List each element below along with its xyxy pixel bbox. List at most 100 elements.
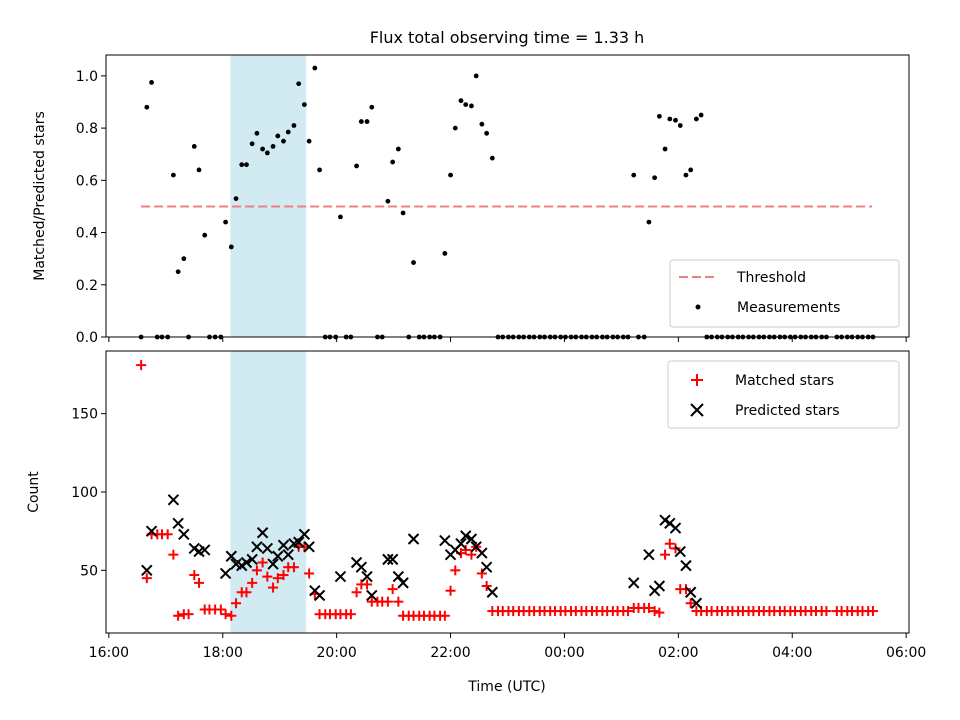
measurement-point bbox=[223, 219, 228, 225]
y-tick-label: 0.4 bbox=[76, 226, 98, 242]
predicted-star-marker bbox=[261, 542, 274, 555]
matched-star-marker bbox=[168, 549, 179, 560]
predicted-star-marker bbox=[486, 586, 499, 598]
matched-star-marker bbox=[141, 573, 152, 584]
measurement-point bbox=[338, 214, 343, 220]
measurement-point bbox=[364, 119, 370, 124]
matched-star-marker bbox=[262, 571, 273, 582]
measurement-point bbox=[411, 260, 416, 265]
measurement-point bbox=[395, 146, 401, 152]
predicted-star-marker bbox=[313, 589, 326, 602]
y-tick-label: 150 bbox=[71, 407, 98, 423]
predicted-star-marker bbox=[334, 570, 347, 583]
measurement-point bbox=[448, 172, 453, 178]
measurement-point bbox=[358, 119, 364, 124]
predicted-legend-swatch bbox=[690, 403, 704, 417]
measurement-point bbox=[301, 102, 307, 108]
matched-star-marker bbox=[136, 360, 147, 371]
predicted-star-marker bbox=[240, 556, 253, 569]
predicted-stars-points bbox=[141, 494, 703, 609]
measurement-point bbox=[688, 167, 694, 173]
predicted-star-marker bbox=[366, 589, 378, 602]
predicted-star-marker bbox=[407, 533, 420, 545]
matched-star-marker bbox=[450, 565, 461, 576]
measurement-point bbox=[285, 129, 291, 135]
matched-star-marker bbox=[623, 606, 634, 617]
predicted-star-marker bbox=[355, 561, 368, 573]
predicted-star-marker bbox=[219, 567, 232, 580]
predicted-star-marker bbox=[643, 548, 655, 561]
predicted-star-marker bbox=[292, 536, 305, 548]
measurement-point bbox=[442, 251, 448, 256]
measurement-point bbox=[698, 112, 704, 118]
measurement-point bbox=[469, 103, 474, 109]
matched-star-marker bbox=[649, 606, 660, 617]
matched-star-marker bbox=[247, 577, 258, 588]
predicted-star-marker bbox=[282, 548, 294, 561]
measurement-point bbox=[312, 65, 318, 71]
matched-star-marker bbox=[288, 562, 299, 573]
matched-star-marker bbox=[654, 607, 665, 618]
predicted-star-marker bbox=[680, 559, 692, 572]
matched-star-marker bbox=[393, 596, 404, 607]
measurement-point bbox=[191, 143, 197, 149]
matched-star-marker bbox=[643, 602, 654, 613]
measurement-point bbox=[479, 121, 485, 127]
measurement-point bbox=[202, 232, 208, 238]
measurement-point bbox=[317, 167, 322, 173]
predicted-star-marker bbox=[684, 586, 697, 598]
measurement-point bbox=[175, 269, 181, 275]
matched-star-marker bbox=[362, 579, 373, 590]
x-tick-label: 04:00 bbox=[772, 645, 812, 661]
threshold-legend-label: Threshold bbox=[736, 270, 806, 286]
predicted-star-marker bbox=[267, 558, 279, 570]
predicted-star-marker bbox=[199, 544, 211, 556]
top-x-ticks bbox=[108, 337, 907, 342]
matched-star-marker bbox=[476, 568, 487, 579]
shaded-interval bbox=[230, 351, 307, 633]
bottom-x-ticks: 16:00 18:00 20:00 22:00 00:00 02:00 04:00 06:00 bbox=[89, 633, 926, 661]
measurement-point bbox=[233, 196, 239, 202]
matched-star-marker bbox=[272, 573, 283, 584]
measurement-point bbox=[281, 138, 286, 144]
predicted-star-marker bbox=[476, 547, 488, 559]
measurement-point bbox=[291, 123, 297, 128]
matched-star-marker bbox=[220, 609, 231, 620]
x-tick-label: 02:00 bbox=[658, 645, 698, 661]
matched-star-marker bbox=[445, 585, 456, 596]
predicted-star-marker bbox=[392, 570, 405, 583]
measurement-point bbox=[275, 133, 281, 139]
x-tick-label: 16:00 bbox=[89, 645, 129, 661]
measurement-point bbox=[181, 256, 187, 262]
predicted-star-marker bbox=[272, 550, 284, 562]
measurement-point bbox=[306, 138, 312, 144]
measurement-point bbox=[354, 163, 359, 169]
measurement-point bbox=[452, 125, 458, 131]
measurement-point bbox=[228, 244, 234, 250]
bottom-y-ticks: 50 100 150 bbox=[71, 407, 106, 579]
matched-legend-swatch bbox=[691, 374, 703, 386]
x-tick-label: 18:00 bbox=[203, 645, 243, 661]
matched-star-marker bbox=[670, 543, 681, 554]
predicted-star-marker bbox=[303, 541, 315, 553]
matched-star-marker bbox=[231, 598, 242, 609]
measurement-point bbox=[385, 198, 391, 204]
measurement-point bbox=[260, 146, 266, 152]
predicted-star-marker bbox=[178, 528, 190, 541]
matched-legend-label: Matched stars bbox=[735, 373, 834, 389]
measurement-point bbox=[677, 123, 683, 128]
top-y-ticks: 0.0 0.2 0.4 0.6 0.8 1.0 bbox=[76, 69, 106, 346]
predicted-star-marker bbox=[653, 580, 666, 592]
matched-star-marker bbox=[460, 544, 471, 555]
measurements-legend-label: Measurements bbox=[737, 300, 840, 316]
matched-star-marker bbox=[251, 565, 262, 576]
matched-star-marker bbox=[226, 610, 237, 621]
matched-star-marker bbox=[660, 549, 671, 560]
measurement-point bbox=[196, 167, 202, 173]
x-tick-label: 20:00 bbox=[316, 645, 356, 661]
measurement-point bbox=[662, 146, 668, 152]
measurement-point bbox=[489, 155, 495, 161]
measurement-point bbox=[400, 210, 406, 216]
matched-star-marker bbox=[162, 529, 173, 540]
